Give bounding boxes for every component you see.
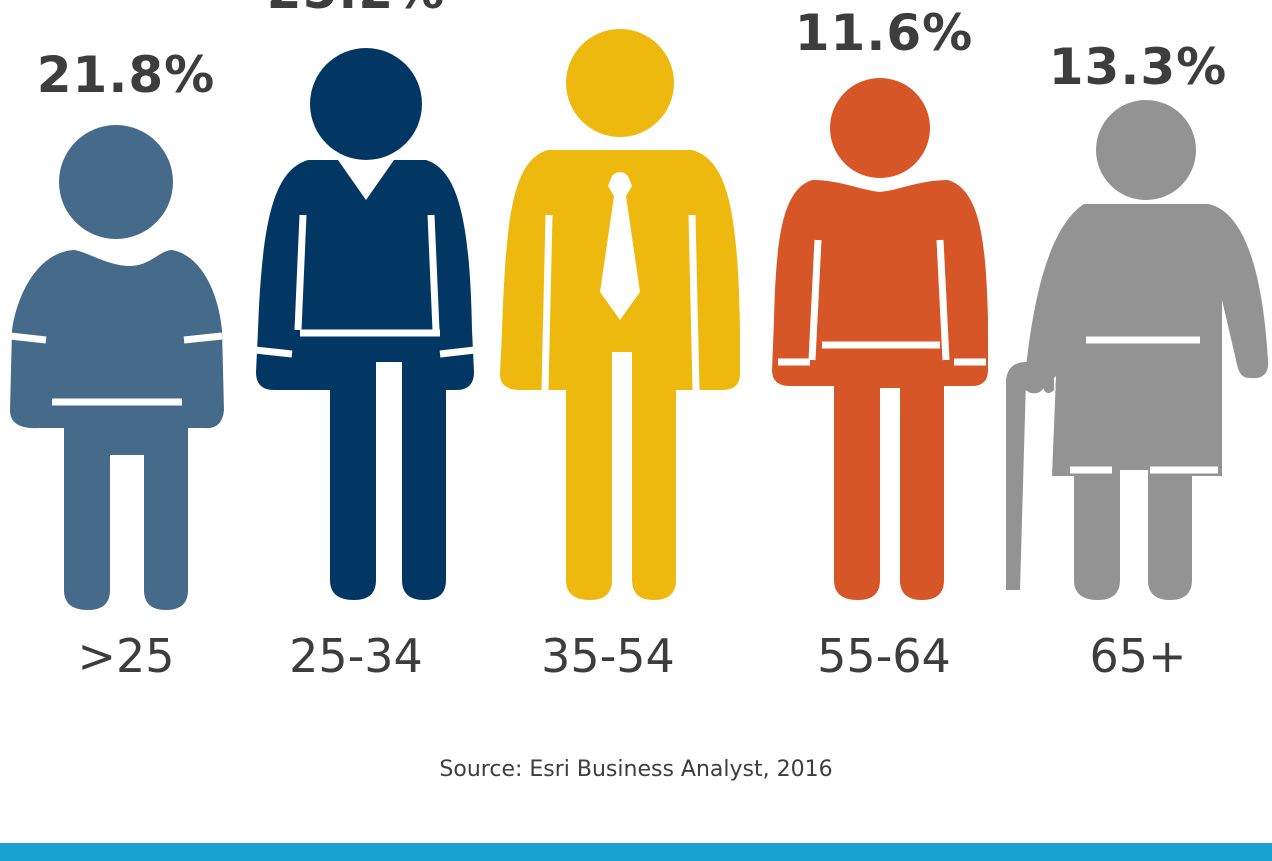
figure-detail-lines [9,214,1218,474]
person-icon-65-plus [1006,100,1269,600]
category-label: >25 [77,629,174,683]
person-icon-under-25 [10,125,224,610]
value-label: 21.8% [37,46,215,104]
value-label: 11.6% [795,4,973,62]
source-note: Source: Esri Business Analyst, 2016 [439,757,833,782]
person-icon-25-34 [256,48,474,600]
category-label: 55-64 [817,629,951,683]
value-label: 25.2% [267,0,445,20]
footer-bar [0,843,1272,861]
category-label: 35-54 [541,629,675,683]
value-label: 13.3% [1049,38,1227,96]
category-label: 25-34 [289,629,423,683]
category-label: 65+ [1089,629,1186,683]
person-icon-55-64 [772,78,988,600]
person-icon-35-54 [500,29,740,600]
